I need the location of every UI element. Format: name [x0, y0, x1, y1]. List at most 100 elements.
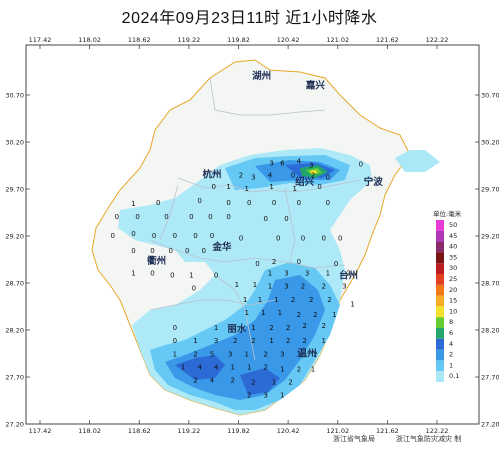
legend-swatch [436, 371, 444, 382]
station-value: 3 [280, 350, 284, 358]
station-value: 1 [247, 363, 251, 371]
station-value: 0 [214, 271, 218, 279]
station-value: 2 [313, 350, 317, 358]
station-value: 2 [302, 322, 306, 330]
station-value: 3 [309, 161, 313, 169]
lon-tick-label-bottom: 121.62 [376, 427, 399, 435]
lat-tick-label-right: 30.70 [481, 92, 499, 100]
legend-label: 15 [449, 297, 457, 305]
station-value: 1 [321, 337, 325, 345]
station-value: 0 [297, 258, 301, 266]
station-value: 2 [302, 337, 306, 345]
legend-swatch [436, 328, 444, 339]
station-value: 0 [111, 232, 115, 240]
station-value: 0 [338, 235, 342, 243]
lon-tick-label-top: 117.42 [29, 36, 52, 44]
coordinate-ticks: 117.42 117.42 118.02 118.02 118.62 118.62 119.… [5, 36, 499, 435]
station-value: 0 [210, 232, 214, 240]
station-value: 3 [251, 174, 255, 182]
lon-tick-label-bottom: 117.42 [29, 427, 52, 435]
legend-label: 10 [449, 307, 457, 315]
station-value: 2 [327, 296, 331, 304]
station-value: 1 [226, 183, 230, 191]
station-value: 3 [297, 350, 301, 358]
lat-tick-label-left: 28.20 [5, 327, 24, 335]
station-value: 0 [321, 235, 325, 243]
station-value: 0 [135, 213, 139, 221]
legend-swatch [436, 295, 444, 307]
legend-label: 2 [449, 351, 453, 359]
station-value: 0 [284, 215, 288, 223]
station-value: 1 [350, 301, 354, 309]
station-value: 0 [170, 271, 174, 279]
rain-area-light-2 [395, 150, 440, 172]
station-value: 0 [255, 260, 259, 268]
station-value: 0 [247, 199, 251, 207]
city-label: 温州 [298, 347, 317, 359]
station-value: 2 [193, 350, 197, 358]
station-value: 2 [286, 324, 290, 332]
legend-swatch [436, 306, 444, 318]
legend-swatch [436, 317, 444, 328]
lon-tick-label-bottom: 119.82 [227, 427, 250, 435]
station-value: 2 [321, 283, 325, 291]
station-value: 1 [230, 363, 234, 371]
station-value: 0 [272, 199, 276, 207]
lon-tick-label-bottom: 121.02 [326, 427, 349, 435]
legend-label: 25 [449, 275, 457, 283]
lon-tick-label-top: 118.62 [128, 36, 151, 44]
station-value: 0 [185, 247, 189, 255]
station-value: 6 [280, 160, 285, 168]
legend-swatch [436, 220, 444, 231]
lon-tick-label-top: 121.02 [326, 36, 349, 44]
station-value: 2 [301, 283, 305, 291]
station-value: 1 [269, 337, 273, 345]
station-value: 1 [268, 283, 272, 291]
station-value: 0 [334, 260, 338, 268]
station-value: 2 [313, 311, 317, 319]
station-value: 3 [342, 283, 346, 291]
station-value: 0 [173, 232, 177, 240]
lon-tick-label-top: 119.22 [178, 36, 201, 44]
legend-label: 45 [449, 232, 457, 240]
station-value: 2 [251, 337, 255, 345]
station-value: 0 [193, 232, 197, 240]
station-value: 1 [243, 296, 247, 304]
station-value: 1 [332, 311, 336, 319]
legend-label: 40 [449, 243, 457, 251]
legend-label: 20 [449, 286, 457, 294]
lon-tick-label-top: 122.22 [426, 36, 449, 44]
legend-swatch [436, 349, 444, 361]
station-value: 3 [264, 392, 268, 400]
station-value: 0 [264, 215, 268, 223]
legend-label: 50 [449, 221, 457, 229]
station-value: 0 [297, 199, 301, 207]
city-label: 嘉兴 [305, 79, 326, 91]
station-value: 2 [291, 296, 295, 304]
lon-tick-label-top: 118.02 [78, 36, 101, 44]
station-value: 0 [152, 232, 156, 240]
legend-swatch [436, 284, 444, 296]
station-value: 1 [278, 309, 282, 317]
station-value: 2 [264, 363, 268, 371]
station-value: 1 [268, 269, 272, 277]
station-value: 0 [150, 247, 154, 255]
station-value: 0 [359, 160, 363, 168]
station-value: 2 [230, 377, 234, 385]
station-value: 1 [181, 363, 185, 371]
station-value: 1 [280, 365, 284, 373]
rain-area-4mm [175, 163, 335, 395]
station-value: 0 [131, 230, 135, 238]
credit-left: 浙江省气象局 [333, 435, 375, 443]
lat-tick-label-left: 30.70 [5, 92, 24, 100]
station-value: 0 [226, 199, 230, 207]
station-value: 1 [214, 324, 218, 332]
station-value: 2 [233, 337, 237, 345]
station-value: 2 [321, 322, 325, 330]
station-value: 1 [274, 296, 278, 304]
lon-tick-label-bottom: 118.62 [128, 427, 151, 435]
legend-swatch [436, 252, 444, 264]
station-value: 2 [286, 337, 290, 345]
station-value: 0 [197, 197, 201, 205]
station-value: 0 [115, 213, 119, 221]
